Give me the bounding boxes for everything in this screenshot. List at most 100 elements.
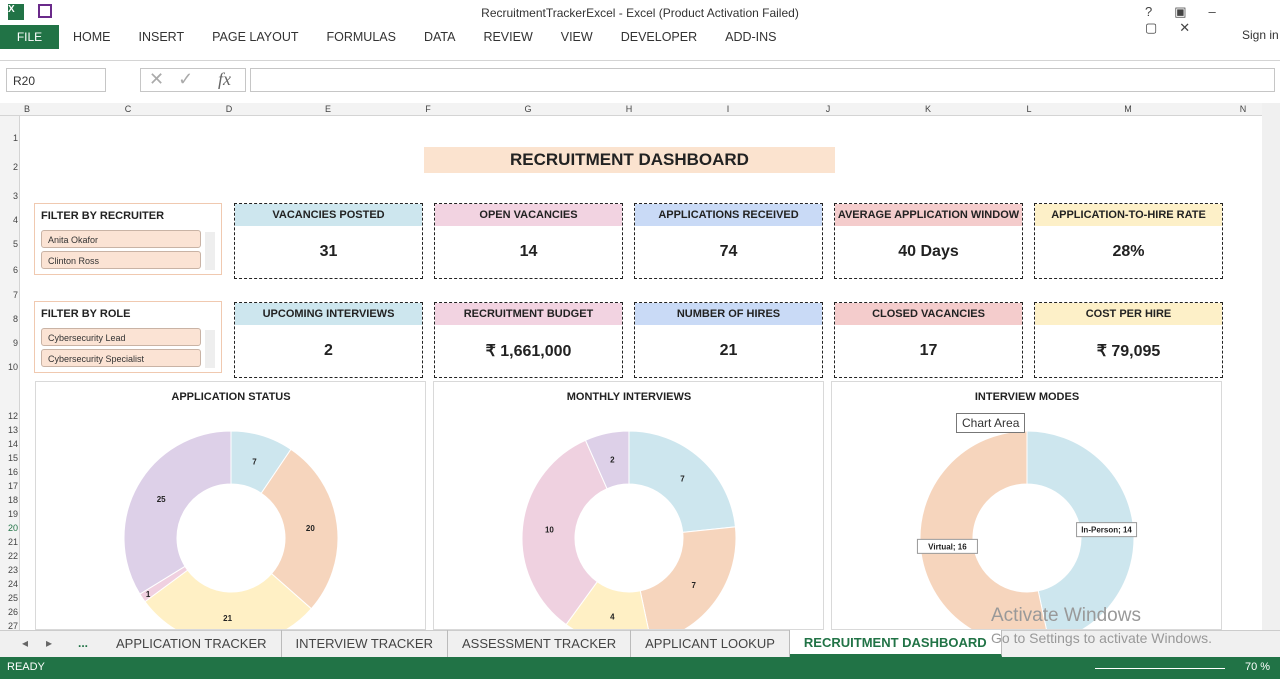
ribbon-tab[interactable]: DATA [423,30,456,44]
row-header: 3 [12,191,18,201]
ribbon-tab[interactable]: HOME [73,30,111,44]
kpi-title: APPLICATIONS RECEIVED [635,204,822,226]
sheet-tab[interactable]: INTERVIEW TRACKER [282,630,448,657]
slicer-item[interactable]: Clinton Ross [41,251,201,269]
row-header: 27 [7,621,18,631]
column-header-bar [0,103,1262,116]
slicer-item[interactable]: Anita Okafor [41,230,201,248]
slicer-item[interactable]: Cybersecurity Lead [41,328,201,346]
kpi-title: AVERAGE APPLICATION WINDOW [835,204,1022,226]
kpi-value: 40 Days [898,243,959,260]
ribbon-tab[interactable]: INSERT [138,30,185,44]
row-header: 18 [7,495,18,505]
zoom-slider[interactable] [1095,668,1225,669]
kpi-card: UPCOMING INTERVIEWS 2 [234,302,423,378]
row-header-bar [0,116,20,630]
slicer-item[interactable]: Cybersecurity Specialist [41,349,201,367]
slicer: FILTER BY ROLE Cybersecurity Lead Cybersec… [34,301,222,373]
save-button[interactable] [38,4,52,18]
column-header: F [425,104,431,114]
row-header: 12 [7,411,18,421]
kpi-title: RECRUITMENT BUDGET [435,303,622,325]
sheet-nav[interactable]: ◂▸ [22,636,71,650]
column-header: I [726,104,730,114]
data-label: 4 [610,612,615,621]
column-header: K [924,104,931,114]
excel-icon[interactable]: X [8,4,24,20]
kpi-value: 21 [719,342,738,359]
kpi-value: 14 [519,243,538,260]
row-header: 15 [7,453,18,463]
sheet-tab[interactable]: RECRUITMENT DASHBOARD [789,630,1002,657]
fx-button[interactable]: fx [218,69,231,89]
column-header: G [524,104,532,114]
label-box [916,538,978,554]
title-bar: RecruitmentTrackerExcel - Excel (Product… [0,0,1280,25]
donut-slice [639,526,737,629]
data-label: 7 [252,458,257,467]
chart: INTERVIEW MODES In-Person; 14 Virtual; 16 [831,381,1222,630]
data-label: 20 [306,524,315,533]
kpi-card: OPEN VACANCIES 14 [434,203,623,279]
column-header: H [625,104,633,114]
vertical-scrollbar[interactable] [1262,103,1280,630]
data-label: 1 [146,590,151,599]
file-tab[interactable]: FILE [0,25,59,49]
row-header: 13 [7,425,18,435]
row-header: 25 [7,593,18,603]
ribbon-tab[interactable]: PAGE LAYOUT [212,30,299,44]
ribbon-tab[interactable]: REVIEW [483,30,533,44]
more-sheets[interactable]: ... [78,636,89,650]
chart-title: INTERVIEW MODES [975,391,1079,403]
chart: APPLICATION STATUS 7 20 21 1 25 [35,381,426,630]
formula-area [0,60,1280,100]
sheet-tab-bar [0,630,1280,657]
row-header: 10 [7,362,18,372]
chart-title: APPLICATION STATUS [171,391,290,403]
kpi-card: APPLICATIONS RECEIVED 74 [634,203,823,279]
data-label: Virtual; 16 [928,542,967,551]
kpi-card: NUMBER OF HIRES 21 [634,302,823,378]
name-box[interactable]: R20 [6,68,106,92]
donut-slice [521,439,608,626]
data-label: 10 [545,526,554,535]
kpi-card: RECRUITMENT BUDGET ₹ 1,661,000 [434,302,623,378]
row-header: 19 [7,509,18,519]
data-label: 21 [223,614,232,623]
kpi-title: OPEN VACANCIES [435,204,622,226]
slicer-title: FILTER BY ROLE [41,308,131,320]
kpi-value: ₹ 1,661,000 [485,343,572,360]
kpi-value: 17 [919,342,938,359]
window-title: RecruitmentTrackerExcel - Excel (Product… [481,5,799,20]
row-header: 21 [7,537,18,547]
row-header: 2 [12,162,18,172]
formula-input[interactable] [250,68,1275,92]
row-header: 17 [7,481,18,491]
slicer-scrollbar [205,232,215,270]
data-label: 7 [680,475,685,484]
donut-slice [260,448,339,610]
sheet-tab[interactable]: APPLICANT LOOKUP [631,630,790,657]
column-header: E [324,104,331,114]
column-header: L [1026,104,1032,114]
ribbon-tab[interactable]: ADD-INS [725,30,777,44]
status-bar [0,657,1280,679]
ribbon-tab[interactable]: DEVELOPER [620,30,698,44]
row-header: 6 [12,265,18,275]
data-label: 7 [691,581,696,590]
sheet-tab[interactable]: APPLICATION TRACKER [102,630,282,657]
ribbon-tab[interactable]: FORMULAS [326,30,396,44]
chart: MONTHLY INTERVIEWS 7 7 4 10 2 [433,381,824,630]
sheet-tab[interactable]: ASSESSMENT TRACKER [448,630,632,657]
column-header: J [825,104,831,114]
slicer-scrollbar [205,330,215,368]
window-controls[interactable]: ?▣–▢✕ [1145,4,1238,35]
sign-in[interactable]: Sign in [1242,28,1279,42]
ribbon-tab[interactable]: VIEW [560,30,593,44]
data-label: 2 [610,456,615,465]
column-header: N [1239,104,1247,114]
donut-slice [628,430,736,533]
kpi-value: ₹ 79,095 [1096,343,1161,360]
watermark-subtitle: Go to Settings to activate Windows. [991,630,1212,646]
